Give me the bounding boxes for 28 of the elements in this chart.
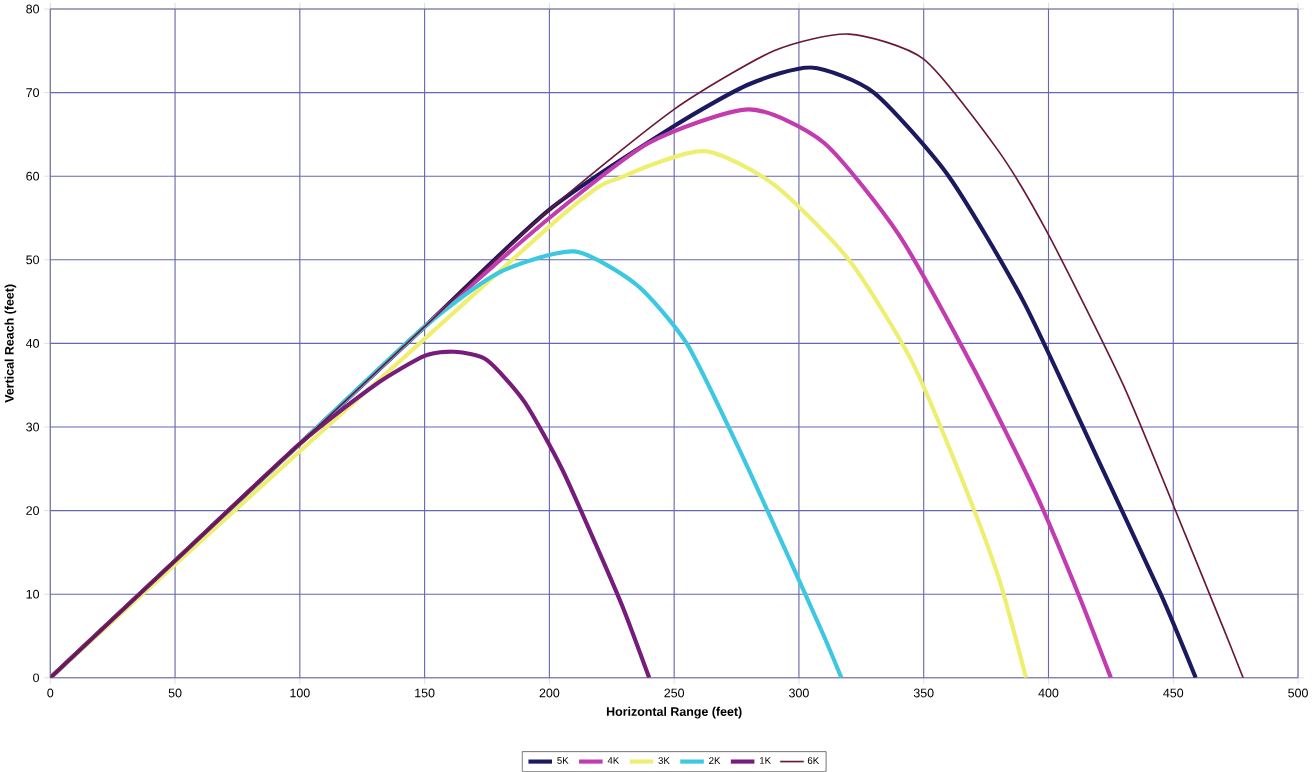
legend-label: 4K bbox=[607, 757, 620, 764]
legend-label: 5K bbox=[557, 757, 569, 765]
x-tick-label: 500 bbox=[1288, 688, 1308, 698]
legend-label: 2K bbox=[709, 757, 721, 765]
y-tick-label: 20 bbox=[26, 506, 40, 516]
x-tick-label: 400 bbox=[1038, 688, 1059, 698]
x-tick-label: 350 bbox=[913, 688, 934, 698]
y-tick-label: 50 bbox=[26, 255, 40, 265]
x-tick-label: 450 bbox=[1163, 688, 1184, 698]
x-tick-label: 200 bbox=[539, 688, 560, 698]
x-tick-label: 100 bbox=[290, 688, 310, 698]
x-tick-label: 300 bbox=[789, 688, 809, 698]
legend-label: 3K bbox=[658, 757, 670, 765]
x-tick-label: 150 bbox=[415, 688, 435, 698]
x-tick-label: 0 bbox=[47, 688, 54, 698]
y-tick-label: 10 bbox=[26, 589, 40, 599]
y-tick-label: 80 bbox=[26, 4, 40, 14]
y-axis-title: Vertical Reach (feet) bbox=[4, 284, 17, 403]
y-tick-label: 30 bbox=[26, 422, 40, 432]
y-tick-label: 60 bbox=[26, 171, 40, 181]
legend-label: 1K bbox=[759, 757, 771, 764]
y-tick-label: 40 bbox=[25, 339, 40, 348]
y-tick-label: 70 bbox=[26, 88, 40, 98]
x-axis-title: Horizontal Range (feet) bbox=[606, 706, 742, 719]
legend-label: 6K bbox=[807, 757, 820, 765]
y-tick-label: 0 bbox=[33, 673, 40, 683]
x-tick-label: 250 bbox=[664, 688, 685, 698]
x-tick-label: 50 bbox=[168, 688, 182, 698]
